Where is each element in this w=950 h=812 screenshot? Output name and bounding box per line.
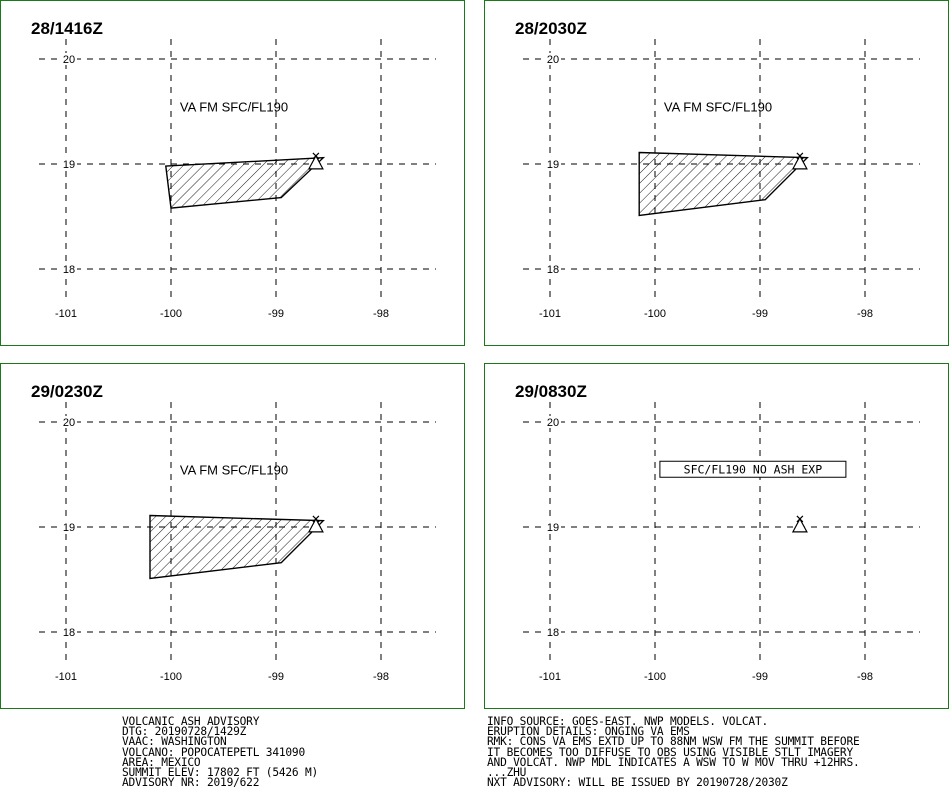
- ash-cloud-polygon: [165, 156, 326, 209]
- lat-tick-label: 19: [547, 159, 559, 171]
- volcano-icon: [791, 515, 808, 533]
- advisory-line: NXT ADVISORY: WILL BE ISSUED BY 20190728…: [487, 776, 788, 790]
- map-panel-4: 29/0830Z 20 19 18 -101 -100 -99 -98 SFC/FL190 N…: [484, 363, 949, 709]
- lat-tick-label: 18: [547, 264, 559, 276]
- map-canvas: 20 19 18 -101 -100 -99 -98 VA FM SFC/FL190: [39, 39, 436, 320]
- lon-tick-label: -100: [160, 308, 182, 320]
- map-panel-2: 28/2030Z 20 19 18 -101 -100 -99 -98 VA FM SFC/F…: [484, 0, 949, 346]
- advisory-line: VOLCANO: POPOCATEPETL 341090: [122, 745, 305, 759]
- lon-tick-label: -101: [55, 308, 77, 320]
- volcano-icon: [307, 515, 324, 533]
- advisory-line: ...ZHU: [487, 765, 527, 779]
- panel-time-label: 29/0830Z: [515, 382, 587, 401]
- advisory-line: VAAC: WASHINGTON: [122, 735, 227, 749]
- lon-tick-label: -101: [55, 671, 77, 683]
- lon-tick-label: -99: [752, 671, 768, 683]
- lon-tick-label: -98: [373, 671, 389, 683]
- lat-tick-label: 20: [547, 54, 559, 66]
- ash-level-label: VA FM SFC/FL190: [180, 462, 288, 477]
- lat-tick-label: 18: [63, 627, 75, 639]
- lon-tick-label: -99: [752, 308, 768, 320]
- advisory-line: SUMMIT ELEV: 17802 FT (5426 M): [122, 765, 319, 779]
- map-panel-3: 29/0230Z 20 19 18 -101 -100 -99 -98 VA FM SFC/F…: [0, 363, 465, 709]
- advisory-line: RMK: CONS VA EMS EXTD UP TO 88NM WSW FM …: [487, 735, 860, 749]
- ash-cloud-polygon: [149, 514, 325, 580]
- advisory-line: ADVISORY NR: 2019/622: [122, 776, 260, 790]
- lat-tick-label: 18: [547, 627, 559, 639]
- label-box: [659, 460, 847, 478]
- advisory-line: ERUPTION DETAILS: ONGING VA EMS: [487, 725, 690, 739]
- lat-tick-label: 20: [547, 417, 559, 429]
- lon-tick-label: -98: [857, 308, 873, 320]
- volcano-icon: [307, 152, 324, 170]
- ash-level-label: VA FM SFC/FL190: [664, 99, 772, 114]
- ash-cloud-polygon: [638, 151, 809, 217]
- advisory-line: AND VOLCAT. NWP MDL INDICATES A WSW TO W…: [487, 755, 860, 769]
- panel-time-label: 29/0230Z: [31, 382, 103, 401]
- lon-tick-label: -100: [160, 671, 182, 683]
- lon-tick-label: -98: [373, 308, 389, 320]
- lat-tick-label: 19: [547, 522, 559, 534]
- lon-tick-label: -101: [539, 308, 561, 320]
- advisory-line: DTG: 20190728/1429Z: [122, 725, 247, 739]
- lat-tick-label: 18: [63, 264, 75, 276]
- lon-tick-label: -99: [268, 308, 284, 320]
- lat-tick-label: 20: [63, 417, 75, 429]
- map-canvas: 20 19 18 -101 -100 -99 -98 SFC/FL190 NO ASH EXP: [523, 402, 920, 683]
- panel-time-label: 28/2030Z: [515, 19, 587, 38]
- map-panel-1: 28/1416Z 20 19 18 -101 -100 -99 -98 VA FM SFC/F…: [0, 0, 465, 346]
- lat-tick-label: 19: [63, 522, 75, 534]
- ash-level-label: SFC/FL190 NO ASH EXP: [684, 462, 823, 476]
- lon-tick-label: -99: [268, 671, 284, 683]
- ash-level-label: VA FM SFC/FL190: [180, 99, 288, 114]
- lon-tick-label: -101: [539, 671, 561, 683]
- lat-tick-label: 20: [63, 54, 75, 66]
- advisory-header-text: VOLCANIC ASH ADVISORY DTG: 20190728/1429Z…: [122, 715, 319, 790]
- map-canvas: 20 19 18 -101 -100 -99 -98 VA FM SFC/FL190: [523, 39, 920, 320]
- volcano-icon: [791, 152, 808, 170]
- advisory-line: IT BECOMES TOO DIFFUSE TO OBS USING VISI…: [487, 745, 853, 759]
- lon-tick-label: -98: [857, 671, 873, 683]
- advisory-line: INFO SOURCE: GOES-EAST. NWP MODELS. VOLC…: [487, 715, 769, 728]
- panel-time-label: 28/1416Z: [31, 19, 103, 38]
- map-canvas: 20 19 18 -101 -100 -99 -98 VA FM SFC/FL190: [39, 402, 436, 683]
- lon-tick-label: -100: [644, 671, 666, 683]
- advisory-remarks-text: INFO SOURCE: GOES-EAST. NWP MODELS. VOLC…: [487, 715, 860, 790]
- lat-tick-label: 19: [63, 159, 75, 171]
- advisory-line: AREA: MEXICO: [122, 755, 201, 769]
- lon-tick-label: -100: [644, 308, 666, 320]
- advisory-line: VOLCANIC ASH ADVISORY: [122, 715, 260, 728]
